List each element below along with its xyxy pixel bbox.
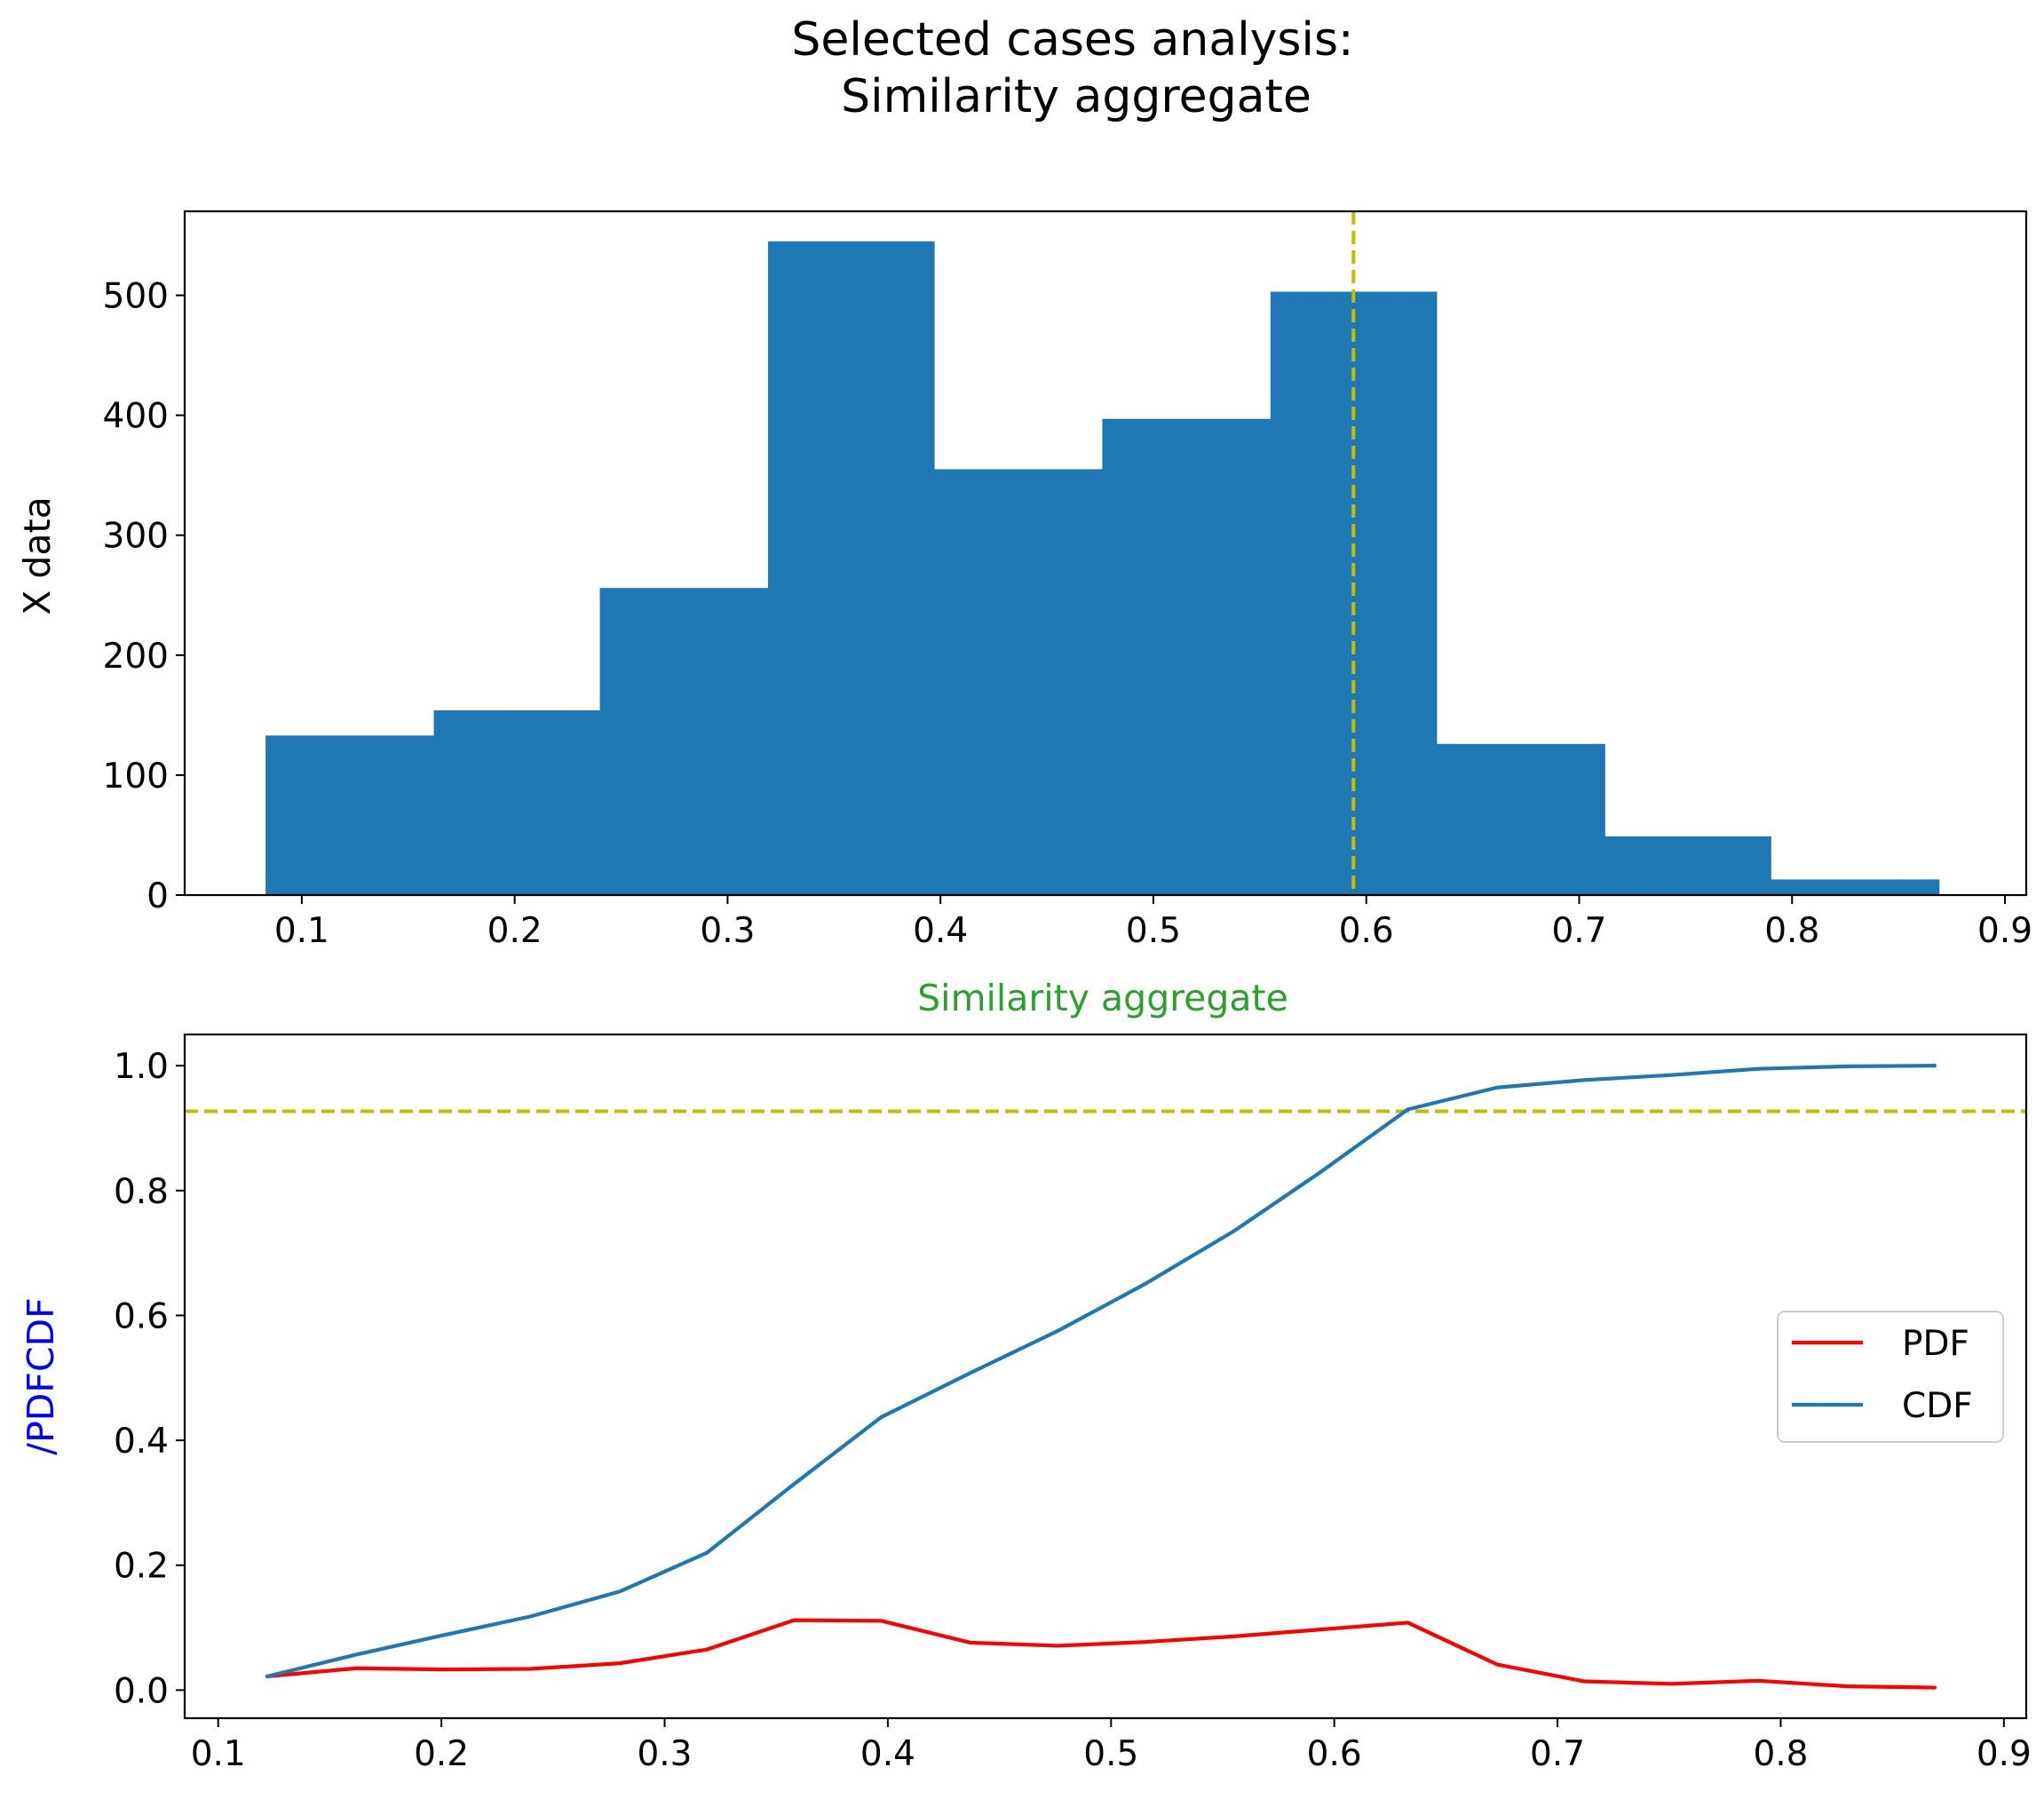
legend-label-cdf: CDF [1902, 1386, 1973, 1426]
x-tick-label: 0.3 [637, 1734, 692, 1774]
x-tick-label: 0.1 [274, 911, 329, 951]
y-tick-label: 0 [147, 876, 169, 916]
y-tick-label: 1.0 [114, 1047, 169, 1087]
x-axis-label: Similarity aggregate [917, 977, 1288, 1019]
y-tick-label: 0.6 [114, 1296, 169, 1336]
y-tick-label: 200 [103, 637, 169, 677]
x-tick-label: 0.2 [414, 1734, 469, 1774]
y-axis-label: /PDFCDF [20, 1297, 62, 1454]
x-tick-label: 0.4 [860, 1734, 915, 1774]
histogram-bar [1604, 836, 1771, 895]
x-tick-label: 0.8 [1753, 1734, 1808, 1774]
y-tick-label: 0.8 [114, 1172, 169, 1212]
suptitle-line2: Similarity aggregate [841, 70, 1311, 123]
histogram-bar [767, 241, 935, 895]
x-tick-label: 0.7 [1551, 911, 1606, 951]
x-tick-label: 0.9 [1977, 1734, 2032, 1774]
y-tick-label: 100 [103, 757, 169, 796]
x-tick-label: 0.9 [1977, 911, 2032, 951]
histogram-bar [433, 709, 601, 895]
y-tick-label: 0.2 [114, 1547, 169, 1587]
histogram-bars [265, 241, 1940, 895]
y-tick-label: 0.4 [114, 1422, 169, 1462]
x-tick-label: 0.8 [1764, 911, 1819, 951]
histogram-bar [933, 469, 1104, 895]
x-tick-label: 0.1 [191, 1734, 246, 1774]
histogram-bar [599, 588, 769, 895]
pdf-line [265, 1618, 1937, 1690]
y-tick-label: 500 [103, 277, 169, 317]
x-tick-label: 0.6 [1307, 1734, 1362, 1774]
y-tick-label: 300 [103, 517, 169, 557]
x-tick-label: 0.5 [1083, 1734, 1138, 1774]
histogram-bar [1102, 418, 1272, 895]
suptitle-line1: Selected cases analysis: [791, 13, 1353, 67]
legend: PDF CDF [1777, 1311, 2004, 1443]
histogram-bar [265, 735, 435, 895]
x-tick-label: 0.6 [1339, 911, 1394, 951]
histogram-bar [1771, 879, 1940, 895]
legend-label-pdf: PDF [1902, 1324, 1969, 1364]
line-axes-frame [183, 1033, 2028, 1720]
pdf-cdf-panel: 0.1 0.2 0.3 0.4 0.5 0.6 0.7 0.8 0.9 0.0 0.2 0.4 0.6 0… [20, 1033, 2032, 1774]
y-tick-label: 0.0 [114, 1671, 169, 1711]
histogram-panel: 0.1 0.2 0.3 0.4 0.5 0.6 0.7 0.8 0.9 0 100 200 300 400… [16, 210, 2032, 1019]
x-tick-label: 0.4 [913, 911, 968, 951]
cdf-line [265, 1064, 1937, 1678]
histogram-axes-frame [183, 210, 2028, 897]
x-tick-label: 0.5 [1126, 911, 1181, 951]
y-axis-label: X data [16, 496, 59, 614]
x-tick-label: 0.3 [700, 911, 755, 951]
histogram-bar [1436, 743, 1605, 895]
x-tick-label: 0.2 [487, 911, 543, 951]
y-tick-label: 400 [103, 397, 169, 437]
x-tick-label: 0.7 [1530, 1734, 1585, 1774]
